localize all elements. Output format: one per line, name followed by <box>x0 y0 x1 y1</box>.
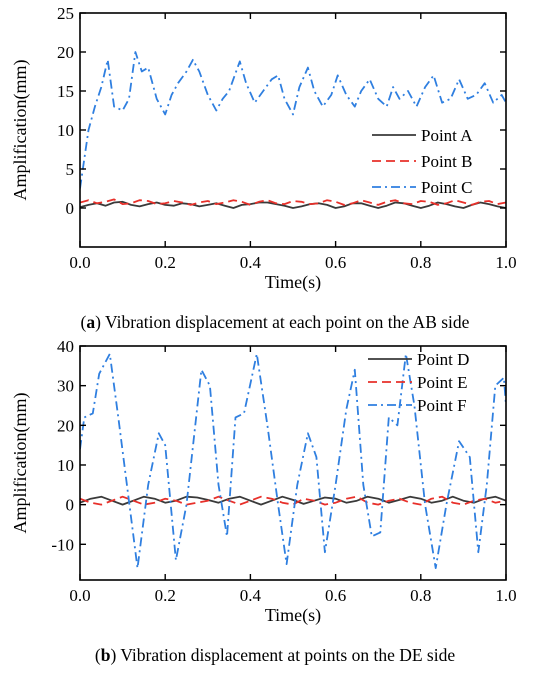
y-tick-label: 40 <box>57 337 74 356</box>
y-tick-label: 30 <box>57 377 74 396</box>
y-tick-label: 20 <box>57 43 74 62</box>
chart-panel-b: 0.0 0.2 0.4 0.6 0.8 1.0 -10 0 10 20 30 40 Time(s) Amp… <box>10 337 517 626</box>
legend-label: Point F <box>417 396 467 415</box>
y-tick-label: -10 <box>51 535 74 554</box>
legend: Point A Point B Point C <box>372 126 473 197</box>
x-tick-label: 1.0 <box>495 253 516 272</box>
series-line-point-f <box>80 352 506 569</box>
y-tick-label: 10 <box>57 456 74 475</box>
y-tick-label: 5 <box>66 160 75 179</box>
x-tick-label: 0.6 <box>325 253 346 272</box>
x-tick-label: 1.0 <box>495 586 516 605</box>
y-axis-label: Amplification(mm) <box>10 393 31 534</box>
legend-label: Point D <box>417 350 469 369</box>
x-tick-label: 0.0 <box>69 253 90 272</box>
legend-label: Point E <box>417 373 468 392</box>
legend: Point D Point E Point F <box>368 350 469 415</box>
legend-label: Point A <box>421 126 473 145</box>
y-tick-label: 25 <box>57 4 74 23</box>
x-axis-label: Time(s) <box>265 272 321 293</box>
plot-frame <box>79 345 507 581</box>
x-tick-label: 0.4 <box>240 253 262 272</box>
series-line-point-e <box>80 495 506 506</box>
legend-label: Point B <box>421 152 473 171</box>
series-line-point-c <box>80 51 506 189</box>
y-tick-label: 10 <box>57 121 74 140</box>
x-tick-label: 0.8 <box>410 253 431 272</box>
y-tick-label: 0 <box>66 199 75 218</box>
series-line-point-d <box>80 495 506 506</box>
x-tick-label: 0.2 <box>155 586 176 605</box>
y-tick-label: 0 <box>66 496 75 515</box>
x-tick-label: 0.4 <box>240 586 262 605</box>
chart-panel-a: 0.0 0.2 0.4 0.6 0.8 1.0 0 5 10 15 20 25 Time(s) Ampli… <box>10 4 517 293</box>
series-line-point-b <box>80 198 506 206</box>
caption-b: (b) Vibration displacement at points on … <box>94 645 456 665</box>
y-tick-label: 15 <box>57 82 74 101</box>
caption-a: (a) Vibration displacement at each point… <box>80 312 470 332</box>
x-tick-label: 0.2 <box>155 253 176 272</box>
series-line-point-a <box>80 200 506 209</box>
x-tick-label: 0.6 <box>325 586 346 605</box>
x-tick-label: 0.0 <box>69 586 90 605</box>
y-tick-label: 20 <box>57 416 74 435</box>
y-axis-label: Amplification(mm) <box>10 60 31 201</box>
x-axis-label: Time(s) <box>265 605 321 626</box>
x-tick-label: 0.8 <box>410 586 431 605</box>
legend-label: Point C <box>421 178 473 197</box>
